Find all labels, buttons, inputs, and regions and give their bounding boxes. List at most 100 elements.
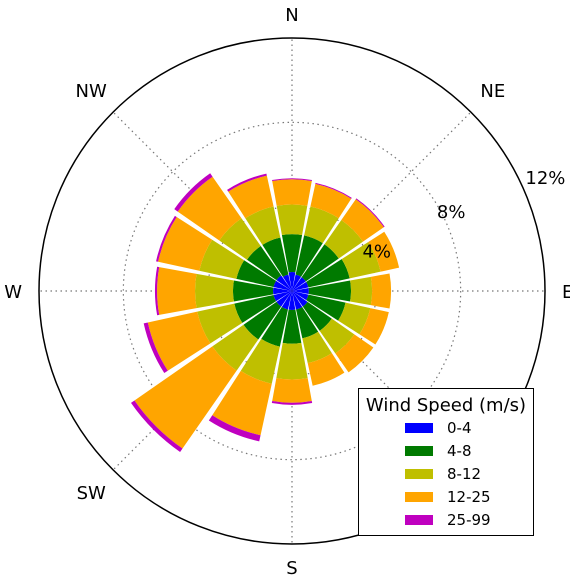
bar-segment-25-99 (272, 178, 312, 182)
bar-segment-0-4 (273, 287, 292, 295)
bar-segment-8-12 (197, 303, 243, 344)
legend-swatch (405, 491, 433, 502)
bar-segment-0-4 (273, 280, 292, 291)
legend-swatch (405, 445, 433, 456)
bar-segment-4-8 (306, 259, 350, 288)
bar-segment-12-25 (307, 353, 345, 386)
bar-segment-8-12 (341, 242, 381, 279)
bar-segment-0-4 (288, 272, 296, 291)
bar-segment-0-4 (276, 275, 292, 291)
bar-segment-12-25 (368, 231, 400, 272)
legend-title: Wind Speed (m/s) (365, 395, 527, 416)
sector-wnw (156, 215, 292, 291)
bar-segment-12-25 (272, 179, 312, 206)
bar-segment-0-4 (273, 291, 292, 302)
bar-segment-4-8 (234, 295, 277, 323)
bar-segment-4-8 (261, 306, 288, 347)
bar-segment-8-12 (199, 239, 245, 279)
bar-segment-12-25 (228, 175, 274, 219)
radial-tick-labels: 4% 8% 12% (362, 168, 565, 262)
bar-segment-4-8 (308, 280, 352, 302)
direction-label-w: W (4, 282, 22, 303)
direction-label-e: E (562, 282, 570, 303)
legend-label: 0-4 (447, 418, 472, 437)
sector-w (154, 266, 292, 316)
bar-segment-25-99 (156, 215, 177, 262)
bar-segment-12-25 (335, 334, 374, 373)
bar-segment-4-8 (246, 245, 282, 281)
bar-segment-25-99 (208, 415, 261, 442)
radial-tick-label-8: 8% (437, 202, 466, 223)
bar-segment-8-12 (245, 206, 281, 245)
bar-segment-4-8 (243, 301, 282, 340)
bar-segment-0-4 (281, 291, 292, 310)
grid-spoke (291, 111, 472, 292)
bar-segment-0-4 (292, 291, 308, 307)
bar-segment-25-99 (315, 182, 352, 199)
bar-segment-8-12 (350, 276, 373, 306)
bar-segment-4-8 (306, 294, 346, 321)
sector-sw (130, 291, 292, 453)
bar-segment-25-99 (271, 400, 313, 405)
direction-label-ne: NE (480, 81, 505, 102)
legend-entry: 12-25 (405, 485, 533, 508)
legend-label: 8-12 (447, 464, 482, 483)
sector-se (292, 291, 374, 373)
sector-s (271, 291, 313, 405)
bar-segment-12-25 (212, 370, 272, 436)
sector-n (272, 178, 312, 291)
bar-segment-8-12 (212, 324, 259, 371)
bar-segment-4-8 (301, 244, 339, 282)
legend: Wind Speed (m/s) 0-4 4-8 8-12 12-25 25-9… (358, 388, 534, 536)
direction-labels: N NE E S SW W NW (4, 5, 570, 577)
bar-segment-8-12 (276, 204, 308, 235)
legend-entry: 25-99 (405, 508, 533, 531)
bar-segment-25-99 (227, 173, 267, 192)
sector-sse (292, 291, 345, 386)
bar-segment-4-8 (296, 306, 319, 339)
sector-ssw (208, 291, 292, 442)
outer-circle (38, 37, 546, 545)
bar-segment-0-4 (288, 291, 296, 310)
bar-segment-12-25 (134, 346, 237, 449)
bar-segment-0-4 (292, 281, 309, 291)
legend-label: 4-8 (447, 441, 472, 460)
legend-label: 12-25 (447, 487, 491, 506)
radial-tick-label-12: 12% (525, 168, 565, 189)
bar-segment-8-12 (319, 318, 355, 354)
bar-segment-25-99 (154, 266, 160, 316)
bar-segment-8-12 (324, 220, 363, 259)
bar-segment-8-12 (338, 302, 371, 335)
bar-segment-4-8 (236, 260, 277, 287)
bar-segment-12-25 (147, 311, 211, 371)
direction-label-s: S (286, 558, 297, 577)
bar-segment-12-25 (310, 183, 352, 219)
sector-ene (292, 231, 400, 291)
radial-tick-label-4: 4% (362, 241, 391, 262)
bar-segment-0-4 (292, 291, 309, 301)
bar-segment-0-4 (276, 291, 292, 307)
bar-segment-4-8 (282, 309, 302, 344)
bar-segment-8-12 (304, 206, 339, 244)
bar-segment-25-99 (130, 400, 183, 453)
sector-ne (292, 198, 385, 291)
bar-segment-12-25 (157, 267, 197, 315)
bar-segment-4-8 (232, 280, 274, 302)
legend-entry: 4-8 (405, 439, 533, 462)
legend-swatch (405, 422, 433, 433)
bar-segment-0-4 (292, 288, 309, 294)
grid-ring (122, 121, 462, 461)
bar-segment-25-99 (143, 322, 168, 374)
bar-segment-12-25 (177, 176, 242, 241)
sector-nne (292, 182, 352, 291)
bar-segment-8-12 (302, 331, 332, 364)
direction-label-n: N (285, 5, 298, 26)
bar-segment-4-8 (262, 237, 289, 277)
sector-ese (292, 291, 389, 345)
direction-label-nw: NW (76, 81, 107, 102)
bar-segment-12-25 (341, 199, 384, 242)
direction-label-sw: SW (77, 483, 106, 504)
bar-segment-8-12 (195, 273, 234, 309)
